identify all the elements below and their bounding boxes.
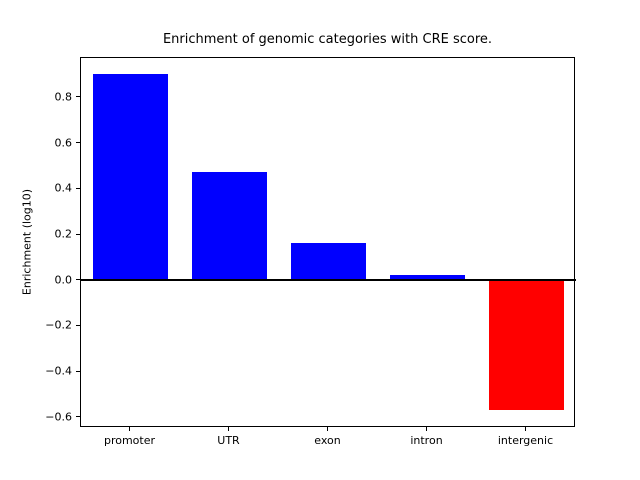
y-tick-label: 0.6	[54, 136, 73, 150]
y-tick-mark	[76, 279, 80, 281]
bar-promoter	[92, 74, 169, 280]
x-tick-mark	[426, 427, 427, 431]
bar-exon	[290, 243, 367, 280]
x-tick-mark	[228, 427, 229, 431]
zero-line	[81, 278, 576, 281]
y-tick-mark	[76, 96, 80, 98]
y-tick-label: 0.4	[54, 181, 73, 195]
y-tick-label: −0.6	[45, 410, 72, 424]
plot-area	[80, 57, 576, 427]
y-tick-label: 0.2	[54, 227, 73, 241]
y-tick-mark	[76, 233, 80, 235]
bar-intron	[389, 275, 466, 280]
x-tick-label-intron: intron	[410, 434, 443, 447]
y-tick-mark	[76, 324, 80, 326]
y-tick-mark	[76, 370, 80, 372]
x-tick-mark	[129, 427, 130, 431]
x-tick-label-intergenic: intergenic	[497, 434, 554, 447]
y-tick-label: 0.0	[54, 273, 73, 287]
y-tick-label: −0.2	[45, 318, 72, 332]
y-tick-mark	[76, 187, 80, 189]
y-tick-mark	[76, 142, 80, 144]
y-tick-label: 0.8	[54, 90, 73, 104]
x-tick-label-promoter: promoter	[103, 434, 156, 447]
y-tick-label: −0.4	[45, 364, 72, 378]
x-tick-mark	[327, 427, 328, 431]
chart-title: Enrichment of genomic categories with CR…	[162, 32, 493, 47]
x-tick-mark	[525, 427, 526, 431]
bar-UTR	[191, 172, 268, 280]
bar-intergenic	[488, 279, 565, 410]
y-tick-mark	[76, 416, 80, 418]
x-tick-label-exon: exon	[314, 434, 341, 447]
x-tick-label-UTR: UTR	[217, 434, 240, 447]
